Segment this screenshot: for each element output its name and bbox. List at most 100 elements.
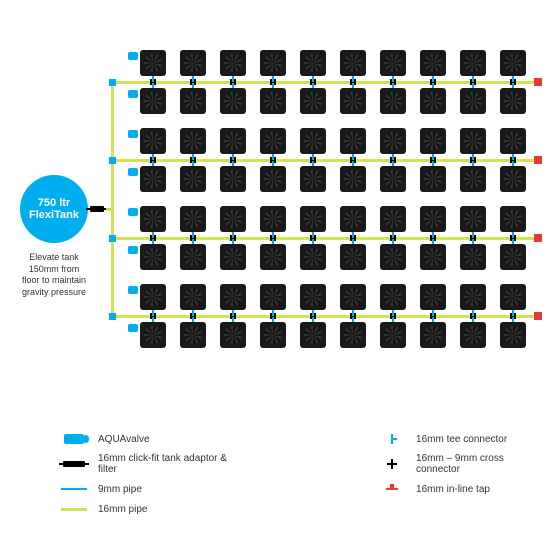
pot (220, 88, 246, 114)
legend-item-cross: 16mm – 9mm cross connector (378, 453, 550, 475)
pot (140, 166, 166, 192)
pot (260, 128, 286, 154)
legend-label: AQUAvalve (98, 434, 150, 445)
pipe-16mm-trunk (111, 81, 114, 318)
aquavalve (128, 90, 138, 98)
cross-icon (378, 458, 406, 470)
pot (220, 322, 246, 348)
pot (300, 284, 326, 310)
pot (220, 166, 246, 192)
pot (260, 206, 286, 232)
pot (140, 50, 166, 76)
pot (340, 284, 366, 310)
pot (300, 88, 326, 114)
pot (180, 244, 206, 270)
adapter-icon (60, 458, 88, 470)
legend: AQUAvalve 16mm click-fit tank adaptor & f… (60, 433, 550, 515)
aquavalve (128, 208, 138, 216)
pot (500, 50, 526, 76)
pot (180, 128, 206, 154)
pot (340, 88, 366, 114)
tank-note: Elevate tank150mm fromfloor to maintaing… (14, 252, 94, 299)
legend-label: 9mm pipe (98, 484, 142, 495)
legend-item-tap: 16mm in-line tap (378, 483, 550, 495)
pot (460, 322, 486, 348)
legend-item-aquavalve: AQUAvalve (60, 433, 248, 445)
inline-tap (534, 156, 542, 164)
pot (460, 284, 486, 310)
pot (180, 322, 206, 348)
tee-icon (378, 433, 406, 445)
pot (300, 322, 326, 348)
legend-label: 16mm in-line tap (416, 484, 490, 495)
pot (380, 166, 406, 192)
inline-tap (534, 234, 542, 242)
pot (500, 128, 526, 154)
pot (460, 244, 486, 270)
pot (140, 284, 166, 310)
pot (420, 322, 446, 348)
pot (220, 50, 246, 76)
legend-item-tee: 16mm tee connector (378, 433, 550, 445)
pot (340, 128, 366, 154)
tee-connector (109, 235, 116, 242)
tee-connector (109, 79, 116, 86)
pot (220, 206, 246, 232)
pot (500, 206, 526, 232)
pot (500, 284, 526, 310)
pot (300, 166, 326, 192)
pot (300, 50, 326, 76)
pot (260, 322, 286, 348)
pot (420, 284, 446, 310)
pot (460, 50, 486, 76)
legend-item-pipe9: 9mm pipe (60, 483, 248, 495)
pot (420, 88, 446, 114)
pot (260, 244, 286, 270)
legend-label: 16mm – 9mm cross connector (416, 453, 550, 475)
pot (260, 88, 286, 114)
aquavalve (128, 286, 138, 294)
pot (180, 88, 206, 114)
pot (380, 88, 406, 114)
pot (380, 128, 406, 154)
tee-connector (109, 157, 116, 164)
pot (380, 206, 406, 232)
legend-label: 16mm tee connector (416, 434, 507, 445)
pot (420, 206, 446, 232)
legend-label: 16mm click-fit tank adaptor & filter (98, 453, 248, 475)
pot (500, 244, 526, 270)
pot (340, 206, 366, 232)
tank-label: 750 ltr FlexiTank (29, 197, 79, 221)
pot (340, 50, 366, 76)
pot (500, 166, 526, 192)
tank: 750 ltr FlexiTank (20, 175, 88, 243)
pot (420, 50, 446, 76)
aquavalve (128, 130, 138, 138)
pot (420, 128, 446, 154)
pot (180, 284, 206, 310)
aquavalve (128, 52, 138, 60)
pot (420, 244, 446, 270)
pot (220, 244, 246, 270)
aquavalve-icon (60, 433, 88, 445)
pot (300, 128, 326, 154)
pot (140, 244, 166, 270)
pot (140, 206, 166, 232)
pot (180, 166, 206, 192)
pot (460, 88, 486, 114)
tap-icon (378, 483, 406, 495)
pot (380, 50, 406, 76)
pot (140, 88, 166, 114)
pot (140, 322, 166, 348)
legend-item-pipe16: 16mm pipe (60, 503, 248, 515)
pot (500, 322, 526, 348)
legend-label: 16mm pipe (98, 504, 147, 515)
pot (300, 244, 326, 270)
pot (340, 244, 366, 270)
pot (180, 206, 206, 232)
pot (340, 166, 366, 192)
inline-tap (534, 78, 542, 86)
pot (220, 128, 246, 154)
aquavalve (128, 168, 138, 176)
pot (340, 322, 366, 348)
